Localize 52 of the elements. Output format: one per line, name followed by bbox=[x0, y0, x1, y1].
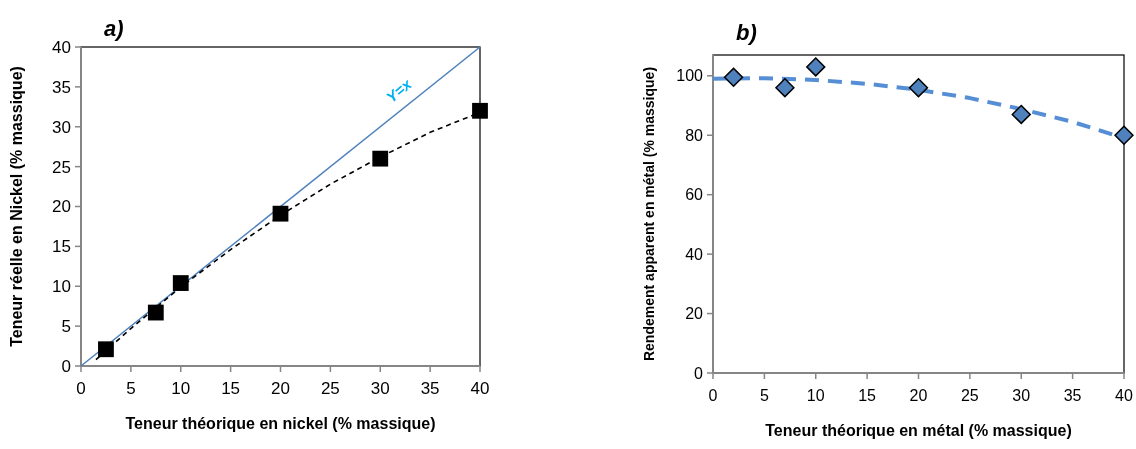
point bbox=[723, 67, 744, 87]
y-axis-title: Teneur réelle en Nickel (% massique) bbox=[8, 66, 25, 347]
y-tick-label: 40 bbox=[685, 245, 704, 263]
x-tick-label: 30 bbox=[370, 379, 390, 398]
chart-title: a) bbox=[104, 16, 124, 41]
point bbox=[1011, 104, 1031, 125]
point bbox=[98, 341, 114, 358]
y-tick-label: 25 bbox=[52, 157, 71, 177]
y-tick-label: 40 bbox=[52, 37, 71, 57]
x-tick-label: 5 bbox=[126, 379, 136, 398]
point bbox=[172, 275, 189, 291]
x-tick-label: 20 bbox=[271, 379, 290, 398]
y-tick-label: 35 bbox=[52, 77, 71, 97]
x-axis-title: Teneur théorique en nickel (% massique) bbox=[125, 415, 436, 432]
x-tick-label: 40 bbox=[470, 379, 490, 398]
x-tick-label: 35 bbox=[1063, 387, 1082, 404]
y-tick-label: 20 bbox=[52, 197, 71, 217]
point bbox=[372, 150, 389, 167]
y-tick-label: 30 bbox=[52, 117, 71, 137]
x-tick-label: 25 bbox=[960, 387, 979, 404]
y-axis-title: Rendement apparent en métal (% massique) bbox=[641, 66, 657, 362]
x-tick-label: 10 bbox=[171, 379, 191, 398]
x-tick-label: 30 bbox=[1012, 387, 1031, 404]
x-tick-label: 10 bbox=[806, 387, 825, 404]
x-tick-label: 5 bbox=[759, 387, 769, 404]
y-tick-label: 80 bbox=[685, 126, 704, 144]
x-tick-label: 35 bbox=[420, 379, 440, 398]
y-tick-label: 10 bbox=[52, 277, 71, 297]
x-tick-label: 40 bbox=[1115, 387, 1133, 404]
y-tick-label: 0 bbox=[61, 356, 71, 376]
point bbox=[472, 102, 488, 119]
point bbox=[272, 205, 289, 222]
point bbox=[908, 78, 929, 98]
x-tick-label: 15 bbox=[221, 379, 241, 398]
x-tick-label: 0 bbox=[708, 387, 718, 404]
y-tick-label: 20 bbox=[685, 305, 704, 323]
point bbox=[147, 304, 164, 321]
annotation: Y=x bbox=[382, 74, 415, 106]
x-axis-title: Teneur théorique en métal (% massique) bbox=[765, 422, 1072, 439]
x-tick-label: 0 bbox=[76, 379, 86, 398]
y-tick-label: 0 bbox=[694, 364, 704, 382]
y-tick-label: 100 bbox=[676, 67, 704, 85]
x-tick-label: 25 bbox=[320, 379, 340, 398]
point bbox=[806, 57, 826, 77]
point bbox=[775, 78, 795, 98]
y-tick-label: 60 bbox=[685, 186, 704, 204]
y-tick-label: 5 bbox=[61, 317, 71, 337]
x-tick-label: 15 bbox=[858, 387, 877, 404]
x-tick-label: 20 bbox=[909, 387, 928, 404]
y-tick-label: 15 bbox=[52, 237, 71, 257]
chart-title: b) bbox=[736, 20, 757, 45]
point bbox=[1114, 125, 1134, 145]
